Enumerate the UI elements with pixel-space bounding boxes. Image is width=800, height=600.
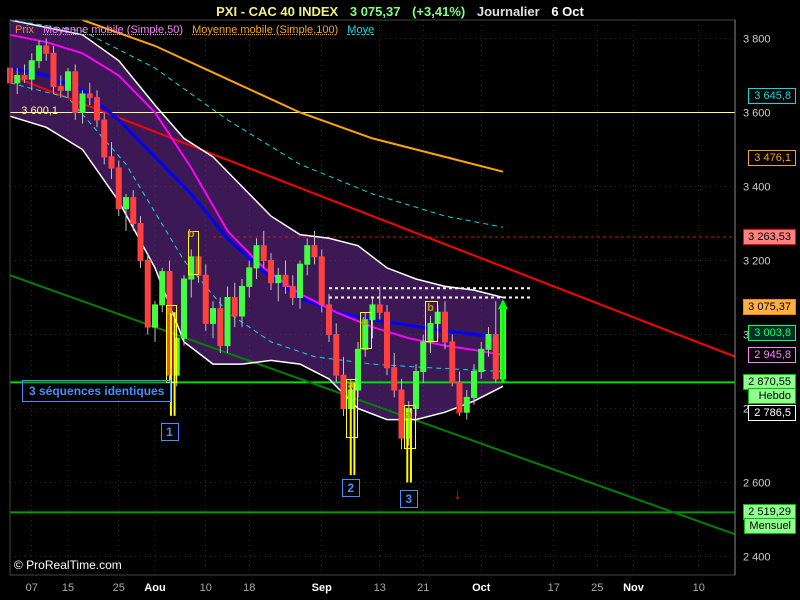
x-tick: Nov [619, 582, 649, 594]
wave-label: b [358, 316, 372, 330]
x-tick: 07 [17, 582, 47, 594]
x-tick: 15 [53, 582, 83, 594]
wave-label: a [163, 305, 177, 319]
down-arrow-icon: ↓ [454, 486, 462, 504]
x-tick: Oct [466, 582, 496, 594]
price-label-sub: Hebdo [748, 388, 796, 404]
price-label: 3 263,53 [743, 229, 796, 245]
last-price: 3 075,37 [350, 4, 401, 19]
sequence-num: 2 [342, 479, 360, 497]
title-bar: PXI - CAC 40 INDEX 3 075,37 (+3,41%) Jou… [0, 4, 800, 19]
down-arrow-icon: ↓ [454, 401, 462, 419]
sequence-num: 1 [161, 423, 179, 441]
sequences-label: 3 séquences identiques [22, 380, 171, 402]
svg-text:2 400: 2 400 [743, 552, 771, 564]
wave-label: a [402, 409, 416, 423]
x-tick: Sep [307, 582, 337, 594]
x-tick: 18 [234, 582, 264, 594]
legend-price: Prix [15, 24, 34, 36]
sequence-num: 3 [400, 490, 418, 508]
chart-container: PXI - CAC 40 INDEX 3 075,37 (+3,41%) Jou… [0, 0, 800, 600]
legend-sma50: Moyenne mobile (Simple,50) [43, 24, 183, 36]
legend-sma100: Moyenne mobile (Simple,100) [192, 24, 338, 36]
price-label: 2 945,8 [748, 347, 796, 363]
x-tick: 13 [365, 582, 395, 594]
change-pct: (+3,41%) [412, 4, 465, 19]
price-label: 3 645,8 [748, 88, 796, 104]
wave-label: a [344, 379, 358, 393]
svg-text:3 400: 3 400 [743, 182, 771, 194]
price-label: 3 075,37 [743, 299, 796, 315]
legend-bar: Prix Moyenne mobile (Simple,50) Moyenne … [15, 24, 380, 36]
price-label: 2 786,5 [748, 405, 796, 421]
x-tick: 10 [684, 582, 714, 594]
x-tick: 17 [539, 582, 569, 594]
svg-text:3 200: 3 200 [743, 256, 771, 268]
chart-svg[interactable]: 3 8003 6003 4003 2003 0002 8002 6002 400 [0, 0, 800, 600]
symbol: PXI - CAC 40 INDEX [216, 4, 338, 19]
legend-moye: Moye [347, 24, 374, 36]
wave-label: b [184, 228, 198, 242]
x-tick: 25 [104, 582, 134, 594]
price-label: 3 600,1 [14, 104, 62, 118]
periodicity: Journalier [477, 4, 540, 19]
svg-text:3 600: 3 600 [743, 108, 771, 120]
date: 6 Oct [551, 4, 584, 19]
price-label: 3 476,1 [748, 150, 796, 166]
price-label-sub: Mensuel [744, 518, 796, 534]
x-tick: 10 [191, 582, 221, 594]
wave-label: b [424, 302, 438, 316]
copyright: © ProRealTime.com [14, 558, 122, 572]
svg-text:3 800: 3 800 [743, 34, 771, 46]
x-tick: 25 [582, 582, 612, 594]
price-label: 3 003,8 [748, 325, 796, 341]
x-tick: Aou [140, 582, 170, 594]
svg-text:2 600: 2 600 [743, 478, 771, 490]
x-tick: 21 [408, 582, 438, 594]
